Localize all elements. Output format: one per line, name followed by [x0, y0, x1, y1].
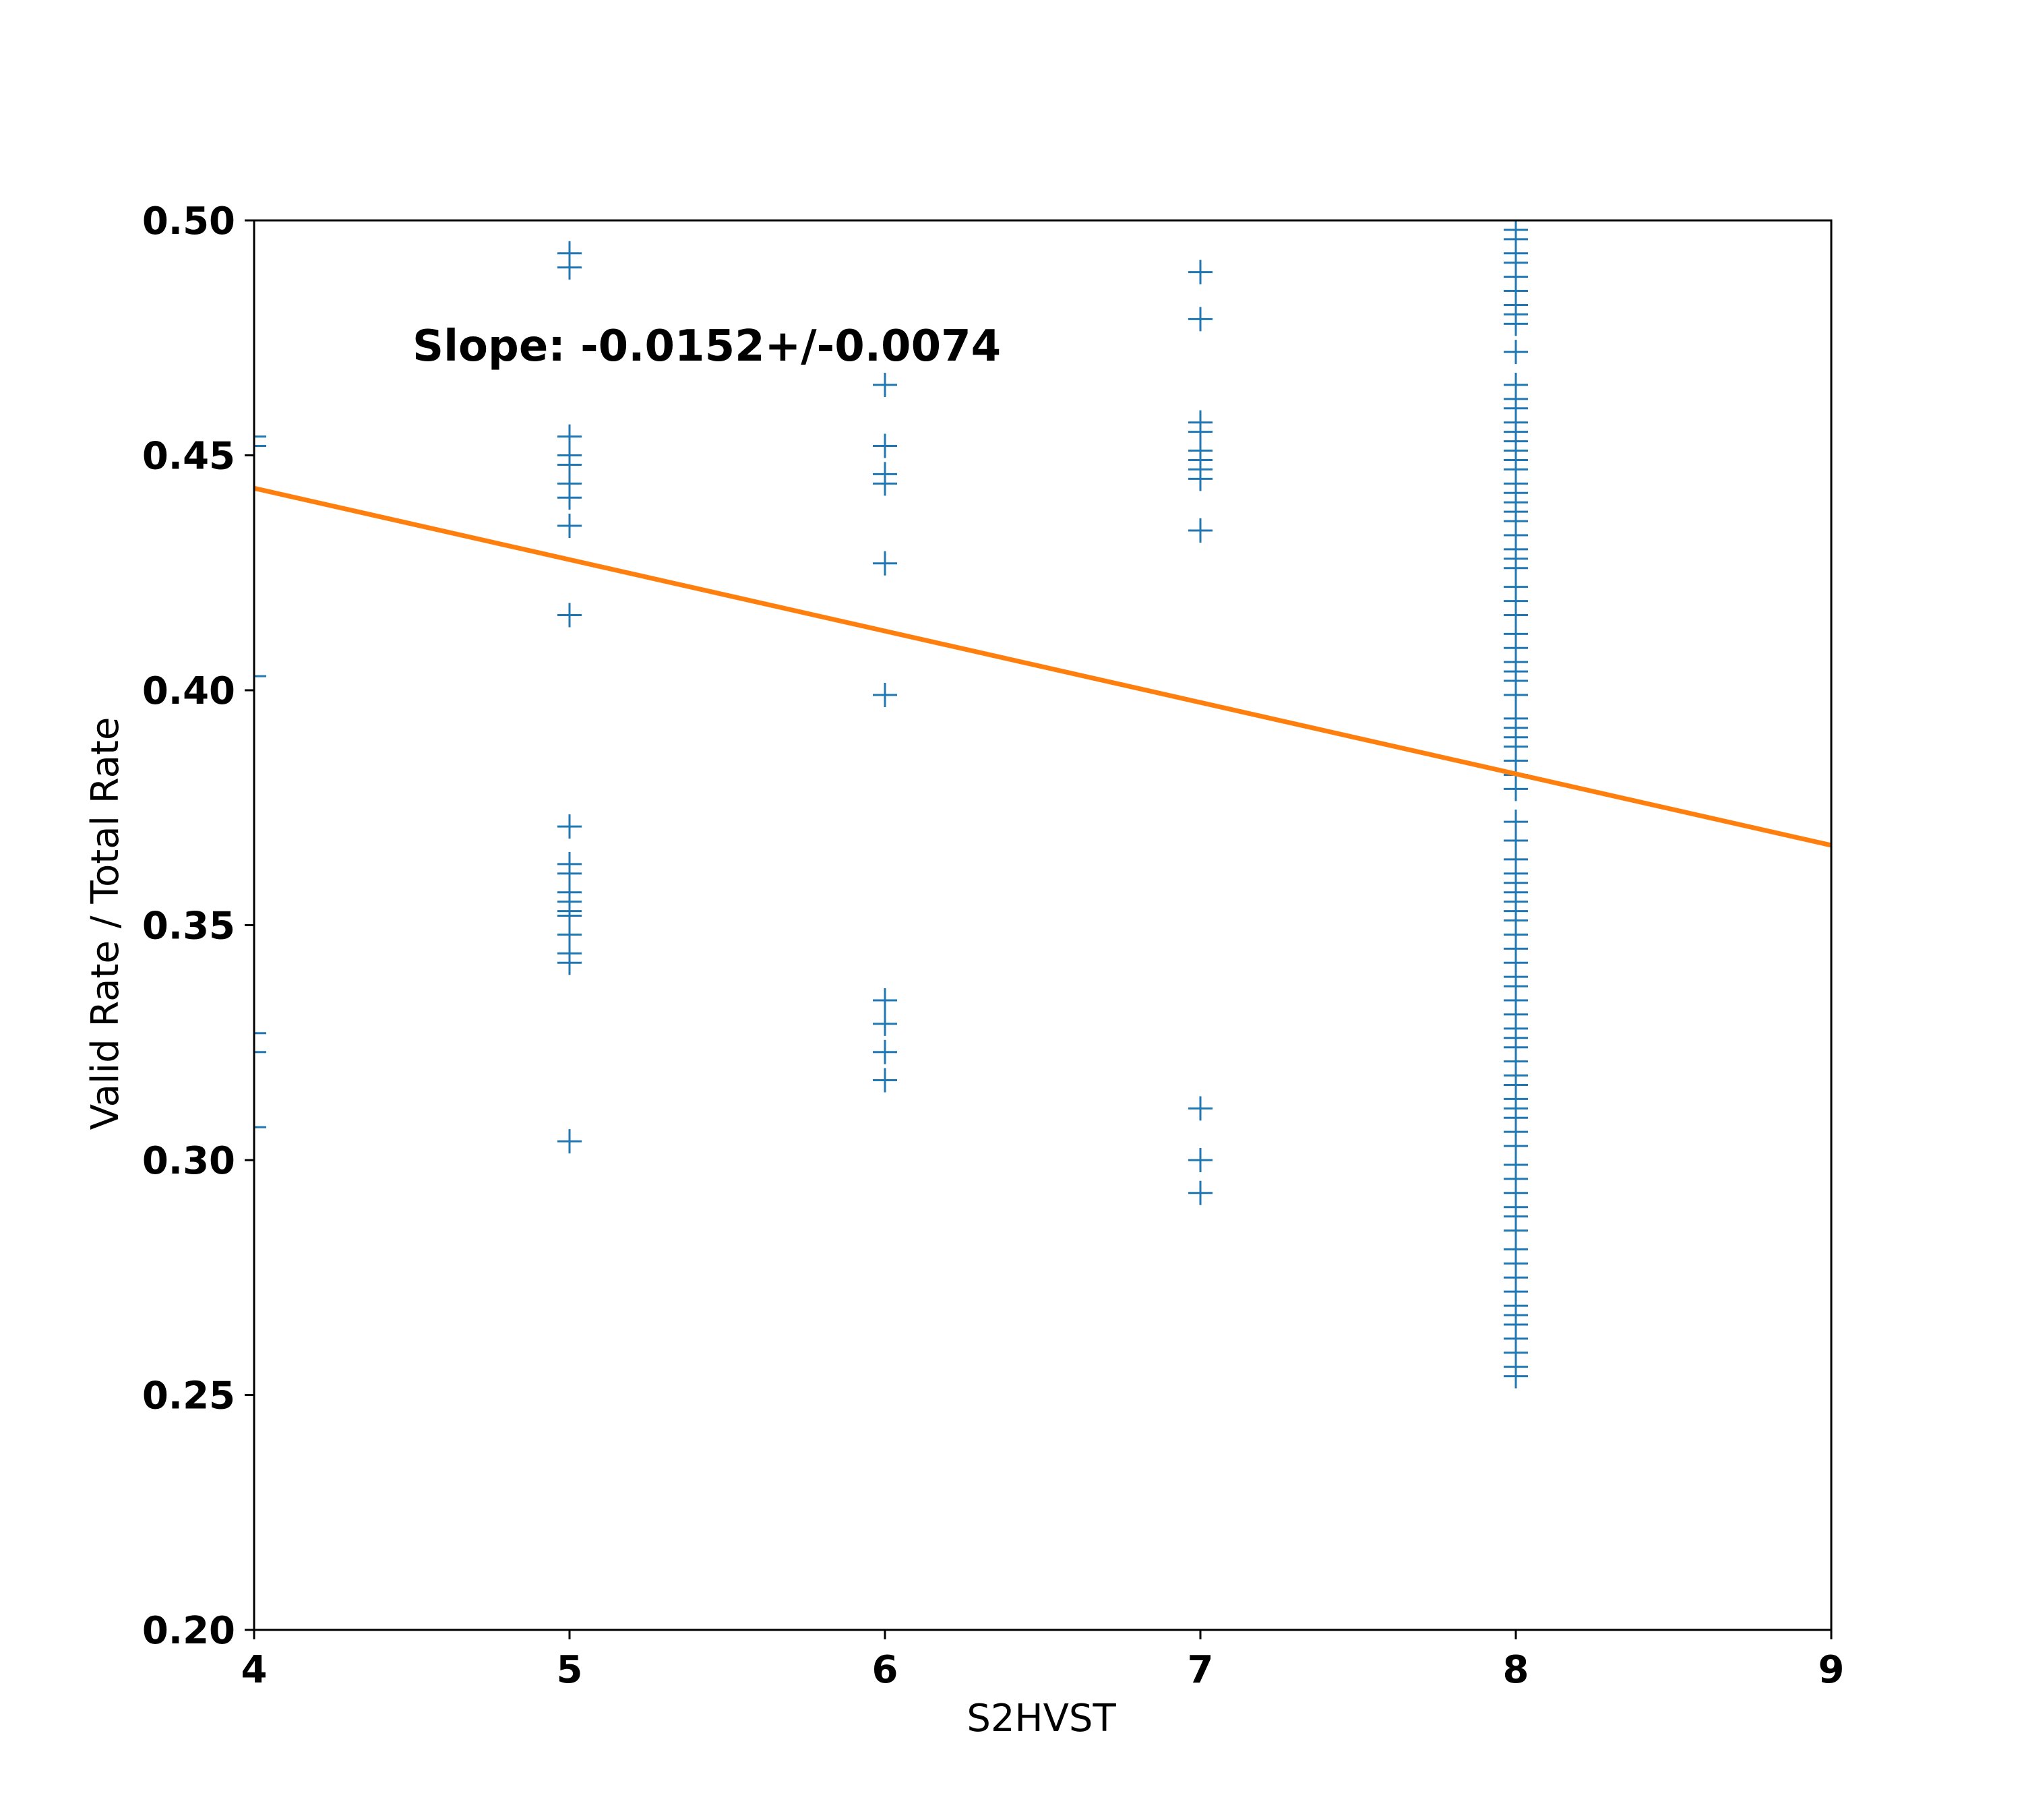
data-point [873, 551, 897, 576]
data-point [1188, 260, 1213, 284]
data-point [1188, 1148, 1213, 1172]
x-tick-label: 9 [1818, 1648, 1845, 1692]
data-point [1504, 1364, 1528, 1389]
fit-line [254, 485, 1831, 848]
fit-line-layer [254, 485, 1831, 848]
data-point [873, 471, 897, 496]
data-point [1504, 311, 1528, 336]
data-point [254, 664, 266, 689]
y-tick-label: 0.35 [142, 905, 235, 948]
data-point [873, 682, 897, 707]
y-tick-label: 0.20 [142, 1609, 235, 1653]
y-tick-label: 0.50 [142, 200, 235, 243]
y-tick-label: 0.30 [142, 1139, 235, 1183]
data-point [873, 1068, 897, 1093]
data-point [873, 372, 897, 397]
data-point [557, 514, 582, 539]
data-point [254, 433, 266, 458]
data-point [557, 950, 582, 975]
data-point [873, 1011, 897, 1036]
plot-area-frame [253, 219, 1833, 1631]
data-point [254, 1115, 266, 1140]
y-axis-label: Valid Rate / Total Rate [84, 717, 127, 1130]
data-point [557, 814, 582, 839]
data-point [1504, 340, 1528, 365]
y-tick-label: 0.40 [142, 669, 235, 713]
data-point [873, 433, 897, 458]
data-point [873, 988, 897, 1013]
data-point [1188, 518, 1213, 543]
data-point [557, 485, 582, 510]
data-point [1504, 682, 1528, 707]
data-point [1188, 1096, 1213, 1121]
data-point [1188, 307, 1213, 332]
x-tick-label: 4 [241, 1648, 268, 1692]
x-axis-ticks: 4 5 6 7 8 9 [241, 1630, 1845, 1692]
x-tick-label: 7 [1188, 1648, 1214, 1692]
y-tick-label: 0.45 [142, 435, 235, 479]
slope-annotation: Slope: -0.0152+/-0.0074 [412, 322, 1001, 371]
x-axis-label: S2HVST [967, 1697, 1116, 1740]
data-point [1188, 1180, 1213, 1205]
data-point [254, 1039, 266, 1064]
y-axis-ticks: 0.20 0.25 0.30 0.35 0.40 0.45 0.50 [142, 200, 254, 1653]
x-tick-label: 5 [557, 1648, 583, 1692]
y-tick-label: 0.25 [142, 1374, 235, 1418]
x-tick-label: 6 [872, 1648, 898, 1692]
data-points [254, 220, 1528, 1389]
data-point [873, 1039, 897, 1064]
x-tick-label: 8 [1503, 1648, 1529, 1692]
data-point [557, 255, 582, 280]
data-point [557, 1129, 582, 1154]
data-point [557, 603, 582, 628]
data-point [254, 1021, 266, 1045]
data-point [1504, 777, 1528, 801]
data-point [1188, 466, 1213, 491]
data-point [254, 424, 266, 449]
